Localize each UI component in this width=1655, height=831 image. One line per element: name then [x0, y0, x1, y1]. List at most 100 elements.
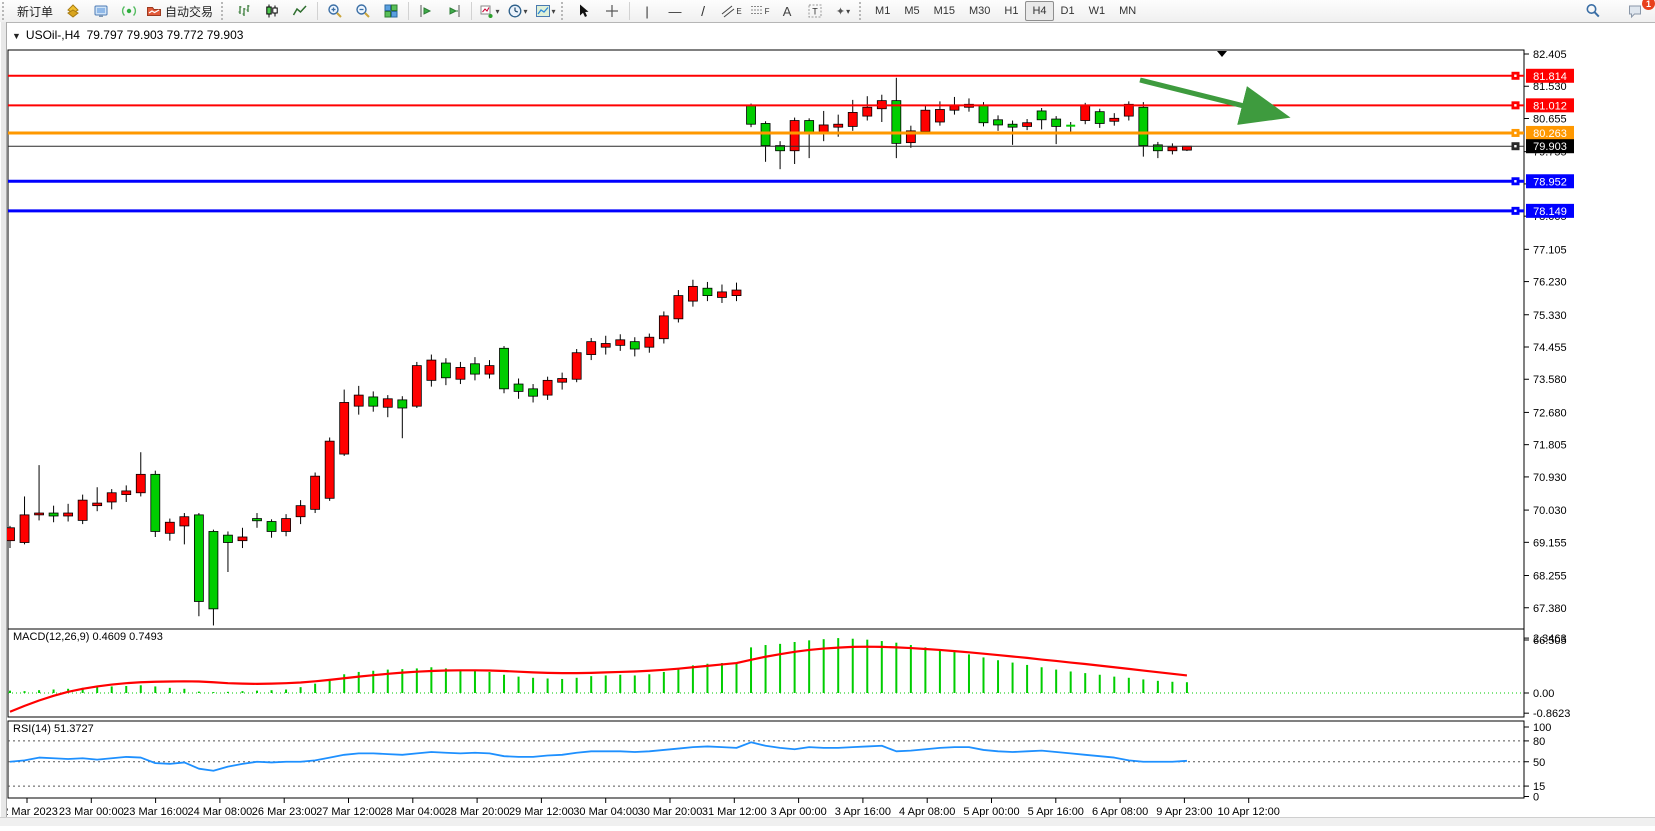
bull-candle [921, 110, 930, 131]
shapes-button[interactable]: ✦ ▾ [829, 0, 857, 22]
bear-candle [398, 400, 407, 408]
svg-text:80.655: 80.655 [1533, 113, 1567, 125]
template-button[interactable]: ▾ [531, 0, 559, 22]
zoom-out-button[interactable] [349, 0, 377, 22]
bull-candle [122, 491, 131, 495]
line-chart-button[interactable] [286, 0, 314, 22]
chat-icon [1627, 3, 1643, 19]
text-tool-button[interactable]: A [773, 0, 801, 22]
bull-candle [35, 513, 44, 515]
autotrade-icon [146, 3, 162, 19]
timeframe-m1-button[interactable]: M1 [868, 1, 897, 21]
bull-candle [340, 402, 349, 454]
timeframe-h4-button[interactable]: H4 [1025, 1, 1053, 21]
timeframe-mn-button[interactable]: MN [1112, 1, 1143, 21]
auto-scroll-button[interactable] [412, 0, 440, 22]
bull-candle [427, 360, 436, 380]
bar-chart-icon [236, 3, 252, 19]
timeframe-h1-button[interactable]: H1 [997, 1, 1025, 21]
bear-candle [1008, 124, 1017, 127]
dropdown-arrow-icon: ▾ [552, 7, 556, 16]
bull-candle [296, 506, 305, 517]
hline-icon: — [669, 4, 682, 19]
bull-candle [311, 476, 320, 509]
chart-shift-button[interactable] [440, 0, 468, 22]
label-tool-button[interactable]: T [801, 0, 829, 22]
timeframe-d1-button[interactable]: D1 [1054, 1, 1082, 21]
chart-canvas[interactable]: 82.40581.53080.65579.75578.88078.00577.1… [0, 23, 1655, 826]
bull-candle [180, 517, 189, 526]
market-watch-icon[interactable] [59, 0, 87, 22]
chart-ohlc-values: 79.797 79.903 79.772 79.903 [87, 28, 244, 42]
chart-window[interactable]: ▼USOil-,H4 79.797 79.903 79.772 79.903 M… [0, 23, 1655, 826]
template-icon [535, 3, 551, 19]
bull-candle [558, 379, 567, 383]
timeframe-m30-button[interactable]: M30 [962, 1, 997, 21]
bull-candle [616, 340, 625, 346]
chart-shift-icon [446, 3, 462, 19]
bull-candle [78, 500, 87, 520]
search-icon [1585, 3, 1601, 19]
bull-candle [136, 474, 145, 492]
bear-candle [703, 288, 712, 295]
price-badge: 78.149 [1533, 206, 1567, 218]
bear-candle [892, 101, 901, 144]
bull-candle [587, 342, 596, 355]
chat-button[interactable]: 1 [1621, 0, 1649, 22]
expert-advisors-button[interactable] [87, 0, 115, 22]
candlestick-chart-button[interactable] [258, 0, 286, 22]
clock-icon [507, 3, 523, 19]
add-indicator-button[interactable]: ▾ [475, 0, 503, 22]
crosshair-button[interactable] [598, 0, 626, 22]
bear-candle [441, 363, 450, 378]
bull-candle [238, 537, 247, 541]
label-tool-icon: T [807, 3, 823, 19]
tile-windows-button[interactable] [377, 0, 405, 22]
bull-candle [485, 366, 494, 374]
bull-candle [717, 292, 726, 298]
timeframe-m15-button[interactable]: M15 [927, 1, 962, 21]
new-order-button[interactable]: 新订单 [11, 0, 59, 22]
bull-candle [1168, 147, 1177, 151]
svg-text:100: 100 [1533, 722, 1551, 734]
cursor-button[interactable] [570, 0, 598, 22]
svg-text:0.00: 0.00 [1533, 688, 1554, 700]
bull-candle [1110, 118, 1119, 121]
bear-candle [223, 535, 232, 542]
bull-candle [848, 112, 857, 126]
bear-candle [761, 123, 770, 145]
bull-candle [412, 366, 421, 407]
toolbar-grip [2, 2, 9, 20]
bull-candle [601, 343, 610, 347]
trendline-button[interactable]: / [689, 0, 717, 22]
fibonacci-button[interactable]: F [745, 0, 773, 22]
period-button[interactable]: ▾ [503, 0, 531, 22]
svg-text:0: 0 [1533, 792, 1539, 804]
bear-candle [253, 519, 262, 521]
signal-icon [121, 3, 137, 19]
bull-candle [456, 367, 465, 379]
bar-chart-button[interactable] [230, 0, 258, 22]
timeframe-m5-button[interactable]: M5 [897, 1, 926, 21]
bull-candle [383, 399, 392, 407]
symbol-dropdown-icon[interactable]: ▼ [12, 31, 21, 41]
timeframe-w1-button[interactable]: W1 [1082, 1, 1113, 21]
bear-candle [979, 105, 988, 123]
chart-title[interactable]: ▼USOil-,H4 79.797 79.903 79.772 79.903 [12, 28, 243, 42]
rsi-label: RSI(14) 51.3727 [13, 723, 94, 735]
signals-button[interactable] [115, 0, 143, 22]
line-chart-icon [292, 3, 308, 19]
bear-candle [529, 389, 538, 396]
autotrade-button[interactable]: 自动交易 [143, 0, 219, 22]
horizontal-line-button[interactable]: — [661, 0, 689, 22]
bull-candle [165, 522, 174, 533]
zoom-in-button[interactable] [321, 0, 349, 22]
bull-candle [645, 337, 654, 347]
svg-text:T: T [812, 7, 818, 17]
svg-text:74.455: 74.455 [1533, 342, 1567, 354]
search-button[interactable] [1579, 0, 1607, 22]
vertical-line-button[interactable]: | [633, 0, 661, 22]
equidistant-channel-button[interactable]: E [717, 0, 745, 22]
candlestick-chart-icon [264, 3, 280, 19]
